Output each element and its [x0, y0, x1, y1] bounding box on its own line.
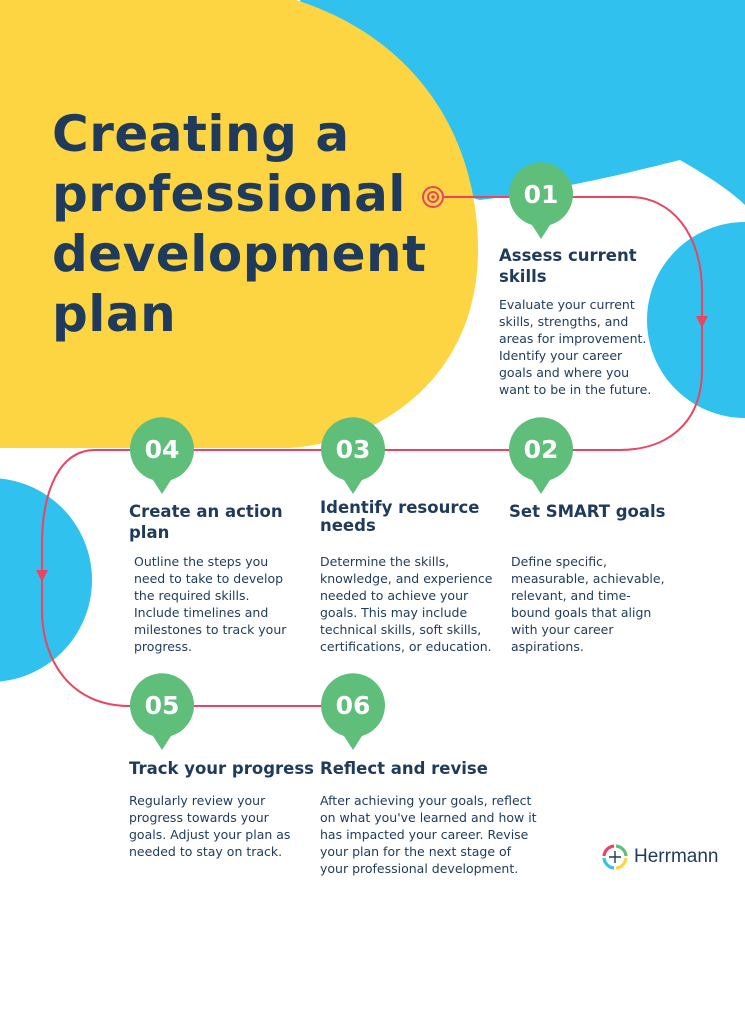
step-number: 02 [523, 435, 559, 464]
desc-line: milestones to track your [134, 622, 287, 637]
yellow-blob [0, 0, 478, 448]
step-title-line: Create an action [129, 502, 283, 521]
arrow-head-left [36, 570, 48, 582]
page-title: Creating a professional development plan [52, 104, 452, 344]
map-pin-icon [509, 162, 573, 239]
desc-line: Determine the skills, [320, 554, 450, 569]
desc-line: Identify your career [499, 348, 623, 363]
step-number: 05 [144, 691, 180, 720]
step-number: 01 [523, 180, 559, 209]
map-pin-icon [321, 673, 385, 750]
desc-line: Evaluate your current [499, 297, 635, 312]
step-pin-05: 05 [129, 673, 195, 751]
step-title: Assess current skills [499, 245, 637, 287]
desc-line: needed to stay on track. [129, 844, 283, 859]
step-title-line: Assess current [499, 246, 637, 265]
step-description: Regularly review your progress towards y… [129, 792, 290, 860]
step-description: Define specific, measurable, achievable,… [511, 553, 665, 655]
step-title-line: Reflect and revise [320, 759, 488, 778]
desc-line: goals and where you [499, 365, 630, 380]
desc-line: with your career [511, 622, 614, 637]
step-pin-06: 06 [320, 673, 386, 751]
step-description: After achieving your goals, reflect on w… [320, 792, 537, 877]
step-number: 06 [335, 691, 371, 720]
desc-line: bound goals that align [511, 605, 652, 620]
arrow-head-right [696, 316, 708, 328]
desc-line: Include timelines and [134, 605, 269, 620]
step-title: Create an action plan [129, 501, 283, 543]
desc-line: After achieving your goals, reflect [320, 793, 532, 808]
step-title-line: plan [129, 523, 170, 542]
step-title: Reflect and revise [320, 758, 488, 779]
step-pin-04: 04 [129, 417, 195, 495]
step-description: Outline the steps you need to take to de… [134, 553, 286, 655]
title-line: Creating a [52, 105, 350, 163]
blue-circle-left [0, 478, 92, 682]
desc-line: the required skills. [134, 588, 250, 603]
step-title: Identify resource needs [320, 499, 479, 535]
step-number: 03 [335, 435, 371, 464]
step-title: Set SMART goals [509, 501, 666, 522]
herrmann-logo-icon [602, 844, 628, 870]
herrmann-logo: Herrmann [600, 841, 718, 873]
step-pin-03: 03 [320, 417, 386, 495]
step-title-line: Identify resource [320, 498, 480, 517]
target-icon [422, 186, 444, 208]
desc-line: measurable, achievable, [511, 571, 665, 586]
step-title: Track your progress [129, 758, 314, 779]
desc-line: certifications, or education. [320, 639, 492, 654]
desc-line: your plan for the next stage of [320, 844, 512, 859]
desc-line: Outline the steps you [134, 554, 269, 569]
desc-line: has impacted your career. Revise [320, 827, 529, 842]
desc-line: progress towards your [129, 810, 269, 825]
title-line: development [52, 225, 427, 283]
desc-line: areas for improvement. [499, 331, 647, 346]
desc-line: goals. This may include [320, 605, 468, 620]
desc-line: Regularly review your [129, 793, 266, 808]
map-pin-icon [321, 417, 385, 494]
desc-line: relevant, and time- [511, 588, 631, 603]
step-pin-01: 01 [508, 162, 574, 240]
title-line: professional [52, 165, 406, 223]
desc-line: skills, strengths, and [499, 314, 629, 329]
logo-text: Herrmann [634, 846, 719, 867]
desc-line: Define specific, [511, 554, 607, 569]
desc-line: technical skills, soft skills, [320, 622, 482, 637]
step-title-line: needs [320, 516, 376, 535]
connector-line [41, 196, 703, 707]
desc-line: aspirations. [511, 639, 584, 654]
step-title-line: skills [499, 267, 547, 286]
step-title-line: Track your progress [129, 759, 314, 778]
blue-circle-top-right [647, 222, 745, 418]
desc-line: on what you've learned and how it [320, 810, 537, 825]
step-description: Evaluate your current skills, strengths,… [499, 296, 651, 398]
desc-line: needed to achieve your [320, 588, 469, 603]
step-number: 04 [144, 435, 180, 464]
desc-line: knowledge, and experience [320, 571, 493, 586]
title-line: plan [52, 285, 177, 343]
map-pin-icon [130, 673, 194, 750]
map-pin-icon [509, 417, 573, 494]
desc-line: want to be in the future. [499, 382, 652, 397]
step-title-line: Set SMART goals [509, 502, 666, 521]
step-pin-02: 02 [508, 417, 574, 495]
step-description: Determine the skills, knowledge, and exp… [320, 553, 492, 655]
map-pin-icon [130, 417, 194, 494]
desc-line: need to take to develop [134, 571, 284, 586]
desc-line: goals. Adjust your plan as [129, 827, 291, 842]
desc-line: progress. [134, 639, 192, 654]
desc-line: your professional development. [320, 861, 519, 876]
